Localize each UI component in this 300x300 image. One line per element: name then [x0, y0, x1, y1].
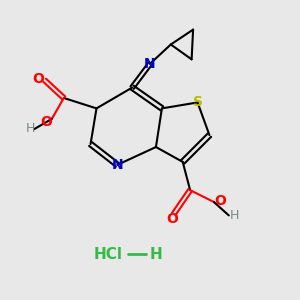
Text: H: H — [26, 122, 35, 135]
Text: N: N — [144, 57, 156, 71]
Text: O: O — [32, 72, 44, 86]
Text: N: N — [112, 158, 123, 172]
Text: HCl: HCl — [94, 247, 123, 262]
Text: H: H — [150, 247, 162, 262]
Text: H: H — [230, 209, 239, 222]
Text: O: O — [167, 212, 178, 226]
Text: O: O — [40, 115, 52, 129]
Text: S: S — [193, 95, 202, 110]
Text: O: O — [214, 194, 226, 208]
